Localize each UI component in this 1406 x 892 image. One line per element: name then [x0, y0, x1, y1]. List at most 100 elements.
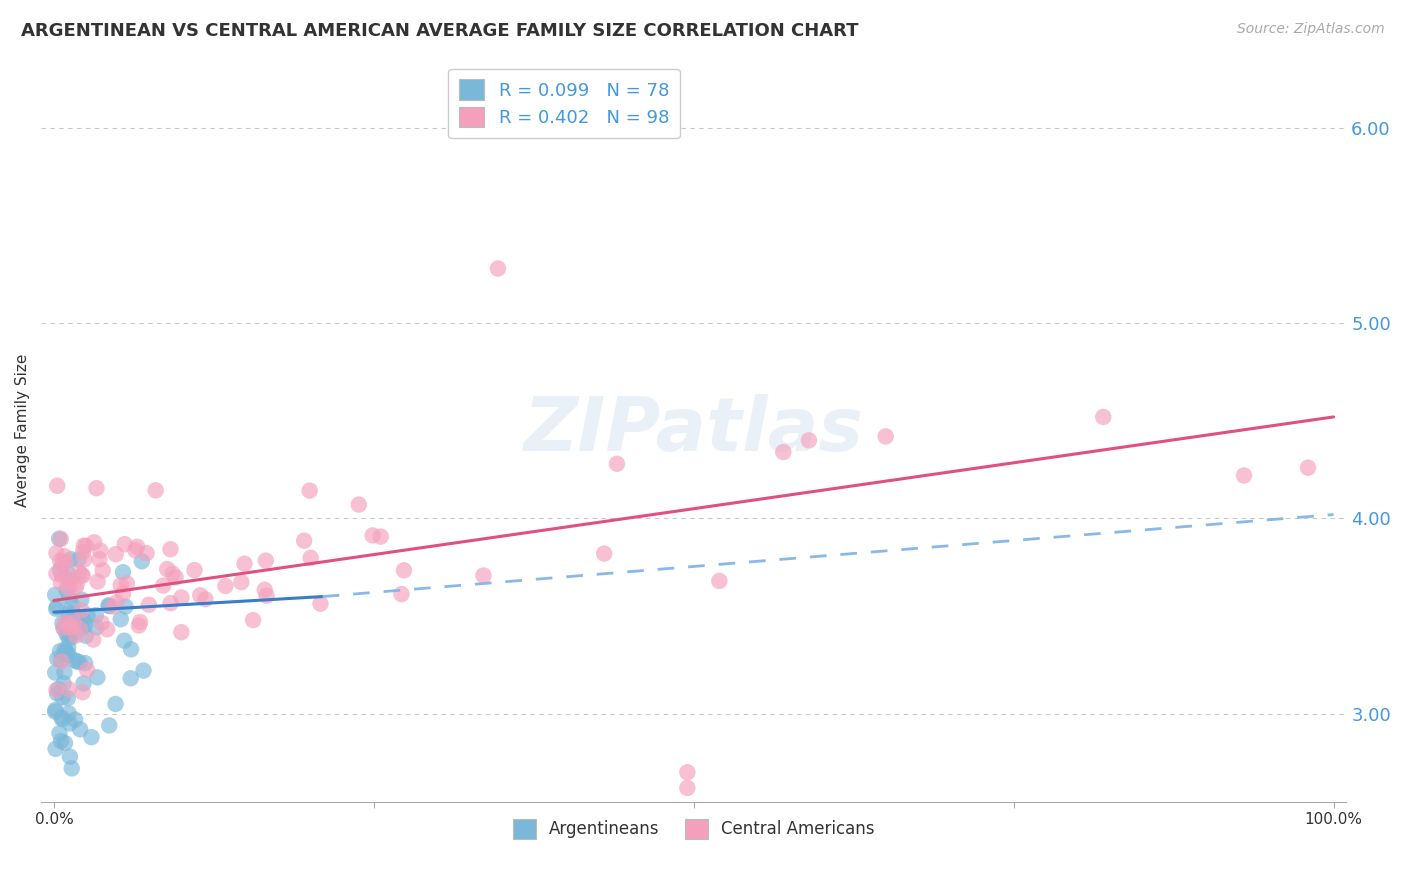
Point — [76, 663, 98, 677]
Point — [58, 612, 80, 626]
Point — [75, 539, 97, 553]
Point — [170, 625, 193, 640]
Point — [59, 716, 82, 731]
Point — [69, 610, 91, 624]
Text: Source: ZipAtlas.com: Source: ZipAtlas.com — [1237, 22, 1385, 37]
Point — [90, 615, 112, 630]
Point — [82, 632, 104, 647]
Point — [73, 617, 96, 632]
Point — [309, 597, 332, 611]
Point — [73, 552, 96, 566]
Point — [59, 749, 82, 764]
Point — [135, 546, 157, 560]
Point — [51, 655, 73, 669]
Point — [91, 564, 114, 578]
Point — [676, 780, 699, 795]
Point — [60, 631, 83, 645]
Point — [89, 552, 111, 566]
Point — [49, 563, 72, 577]
Point — [162, 566, 184, 581]
Point — [49, 734, 72, 748]
Point — [45, 601, 67, 615]
Point — [59, 574, 82, 588]
Point — [65, 628, 87, 642]
Point — [44, 588, 66, 602]
Point — [72, 620, 94, 634]
Point — [104, 547, 127, 561]
Point — [231, 575, 253, 590]
Point — [62, 606, 84, 620]
Point — [72, 613, 94, 627]
Point — [72, 685, 94, 699]
Point — [63, 653, 86, 667]
Text: ZIPatlas: ZIPatlas — [524, 394, 863, 467]
Point — [69, 723, 91, 737]
Point — [84, 608, 107, 623]
Point — [69, 622, 91, 636]
Point — [472, 568, 495, 582]
Point — [49, 554, 72, 568]
Point — [56, 640, 79, 654]
Point — [86, 620, 108, 634]
Point — [1092, 409, 1115, 424]
Point — [132, 664, 155, 678]
Point — [214, 579, 236, 593]
Point — [49, 532, 72, 546]
Point — [48, 726, 70, 740]
Point — [46, 599, 69, 614]
Point — [67, 552, 90, 566]
Point — [59, 628, 82, 642]
Point — [76, 608, 98, 623]
Point — [347, 498, 370, 512]
Point — [49, 644, 72, 658]
Point — [145, 483, 167, 498]
Point — [52, 676, 75, 690]
Point — [188, 588, 211, 602]
Point — [58, 630, 80, 644]
Point — [80, 730, 103, 744]
Point — [110, 578, 132, 592]
Point — [96, 622, 118, 636]
Point — [67, 655, 90, 669]
Legend: Argentineans, Central Americans: Argentineans, Central Americans — [506, 813, 882, 846]
Point — [709, 574, 731, 588]
Point — [120, 642, 142, 657]
Point — [51, 711, 73, 725]
Point — [44, 703, 66, 717]
Point — [797, 434, 820, 448]
Point — [105, 596, 128, 610]
Point — [170, 591, 193, 605]
Point — [65, 581, 87, 595]
Point — [53, 665, 76, 680]
Point — [58, 590, 80, 604]
Point — [104, 697, 127, 711]
Point — [58, 606, 80, 620]
Point — [110, 612, 132, 626]
Point — [49, 576, 72, 591]
Point — [486, 261, 509, 276]
Point — [606, 457, 628, 471]
Point — [72, 545, 94, 559]
Point — [63, 713, 86, 727]
Point — [46, 652, 69, 666]
Point — [370, 530, 392, 544]
Point — [53, 648, 76, 662]
Point — [44, 665, 66, 680]
Point — [58, 582, 80, 596]
Point — [58, 648, 80, 662]
Point — [128, 618, 150, 632]
Point — [1296, 460, 1319, 475]
Point — [75, 656, 97, 670]
Point — [131, 554, 153, 568]
Point — [115, 576, 138, 591]
Point — [45, 546, 67, 560]
Point — [55, 645, 77, 659]
Point — [52, 622, 75, 636]
Point — [73, 539, 96, 553]
Point — [120, 671, 142, 685]
Point — [46, 479, 69, 493]
Point — [45, 683, 67, 698]
Point — [45, 566, 67, 581]
Point — [45, 742, 67, 756]
Point — [111, 586, 134, 600]
